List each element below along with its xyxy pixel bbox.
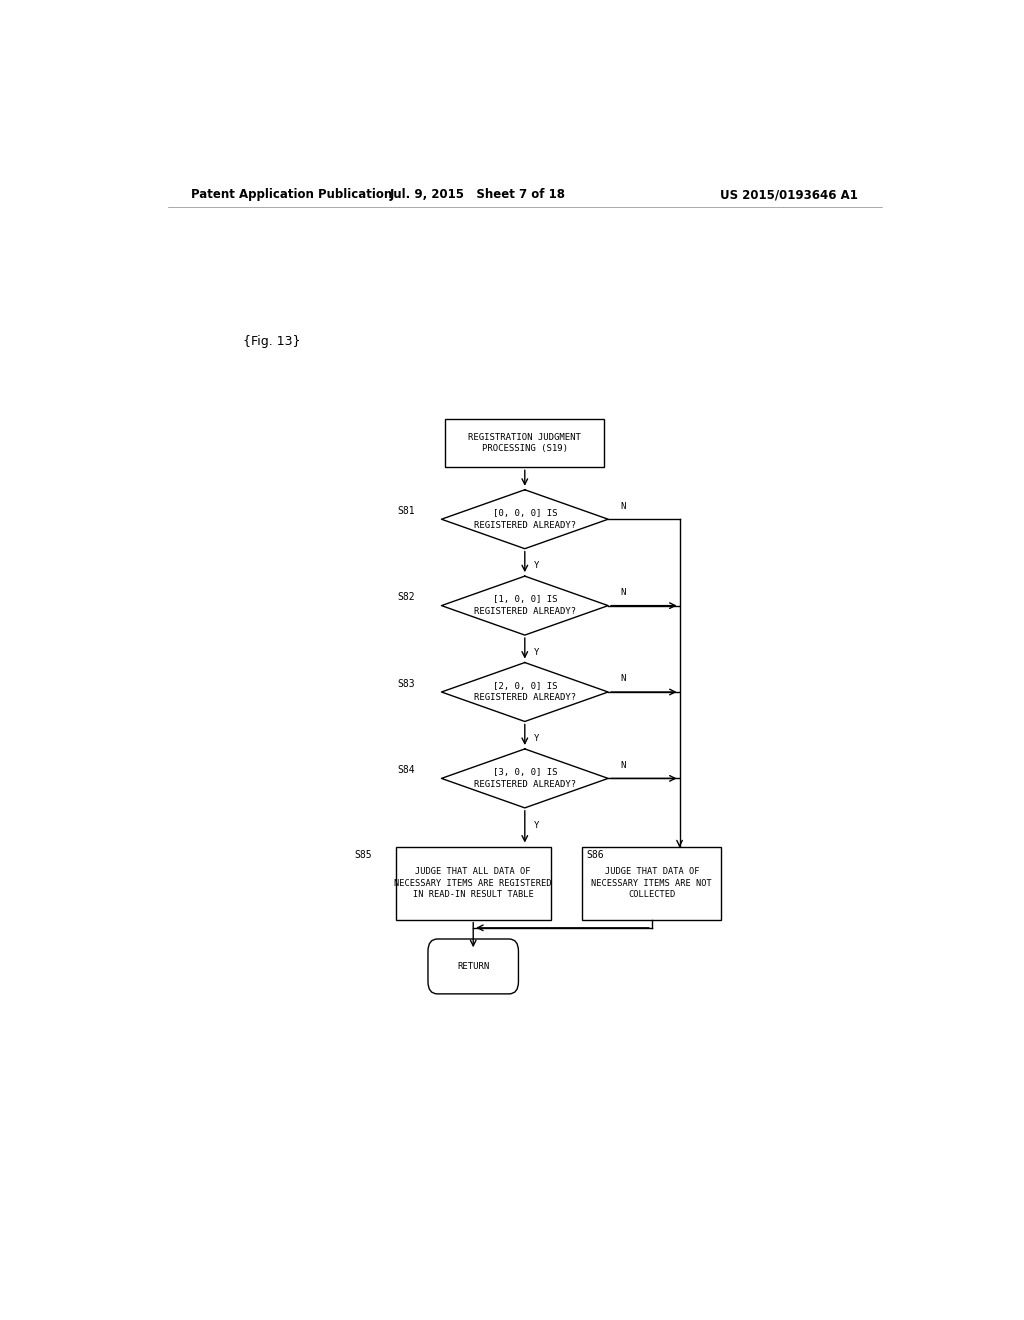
Text: S86: S86 [587, 850, 604, 859]
Text: S81: S81 [397, 506, 416, 516]
Polygon shape [441, 490, 608, 549]
Text: RETURN: RETURN [457, 962, 489, 972]
Text: S83: S83 [397, 678, 416, 689]
Text: Y: Y [535, 561, 540, 570]
Text: N: N [620, 587, 626, 597]
Text: Y: Y [535, 648, 540, 657]
FancyBboxPatch shape [428, 939, 518, 994]
Text: US 2015/0193646 A1: US 2015/0193646 A1 [720, 189, 858, 202]
Text: Y: Y [535, 821, 540, 830]
Text: [1, 0, 0] IS
REGISTERED ALREADY?: [1, 0, 0] IS REGISTERED ALREADY? [474, 595, 575, 616]
FancyBboxPatch shape [583, 846, 721, 920]
Text: JUDGE THAT ALL DATA OF
NECESSARY ITEMS ARE REGISTERED
IN READ-IN RESULT TABLE: JUDGE THAT ALL DATA OF NECESSARY ITEMS A… [394, 867, 552, 899]
Polygon shape [441, 748, 608, 808]
Text: Patent Application Publication: Patent Application Publication [191, 189, 393, 202]
FancyBboxPatch shape [396, 846, 551, 920]
Polygon shape [441, 576, 608, 635]
Text: {Fig. 13}: {Fig. 13} [243, 335, 301, 348]
Polygon shape [441, 663, 608, 722]
Text: N: N [620, 760, 626, 770]
FancyBboxPatch shape [445, 418, 604, 467]
Text: [0, 0, 0] IS
REGISTERED ALREADY?: [0, 0, 0] IS REGISTERED ALREADY? [474, 508, 575, 529]
Text: S85: S85 [354, 850, 372, 859]
Text: N: N [620, 502, 626, 511]
Text: S84: S84 [397, 766, 416, 775]
Text: JUDGE THAT DATA OF
NECESSARY ITEMS ARE NOT
COLLECTED: JUDGE THAT DATA OF NECESSARY ITEMS ARE N… [592, 867, 712, 899]
Text: Jul. 9, 2015   Sheet 7 of 18: Jul. 9, 2015 Sheet 7 of 18 [389, 189, 565, 202]
Text: Y: Y [535, 734, 540, 743]
Text: S82: S82 [397, 593, 416, 602]
Text: REGISTRATION JUDGMENT
PROCESSING (S19): REGISTRATION JUDGMENT PROCESSING (S19) [468, 433, 582, 453]
Text: N: N [620, 675, 626, 684]
Text: [2, 0, 0] IS
REGISTERED ALREADY?: [2, 0, 0] IS REGISTERED ALREADY? [474, 681, 575, 702]
Text: [3, 0, 0] IS
REGISTERED ALREADY?: [3, 0, 0] IS REGISTERED ALREADY? [474, 768, 575, 789]
